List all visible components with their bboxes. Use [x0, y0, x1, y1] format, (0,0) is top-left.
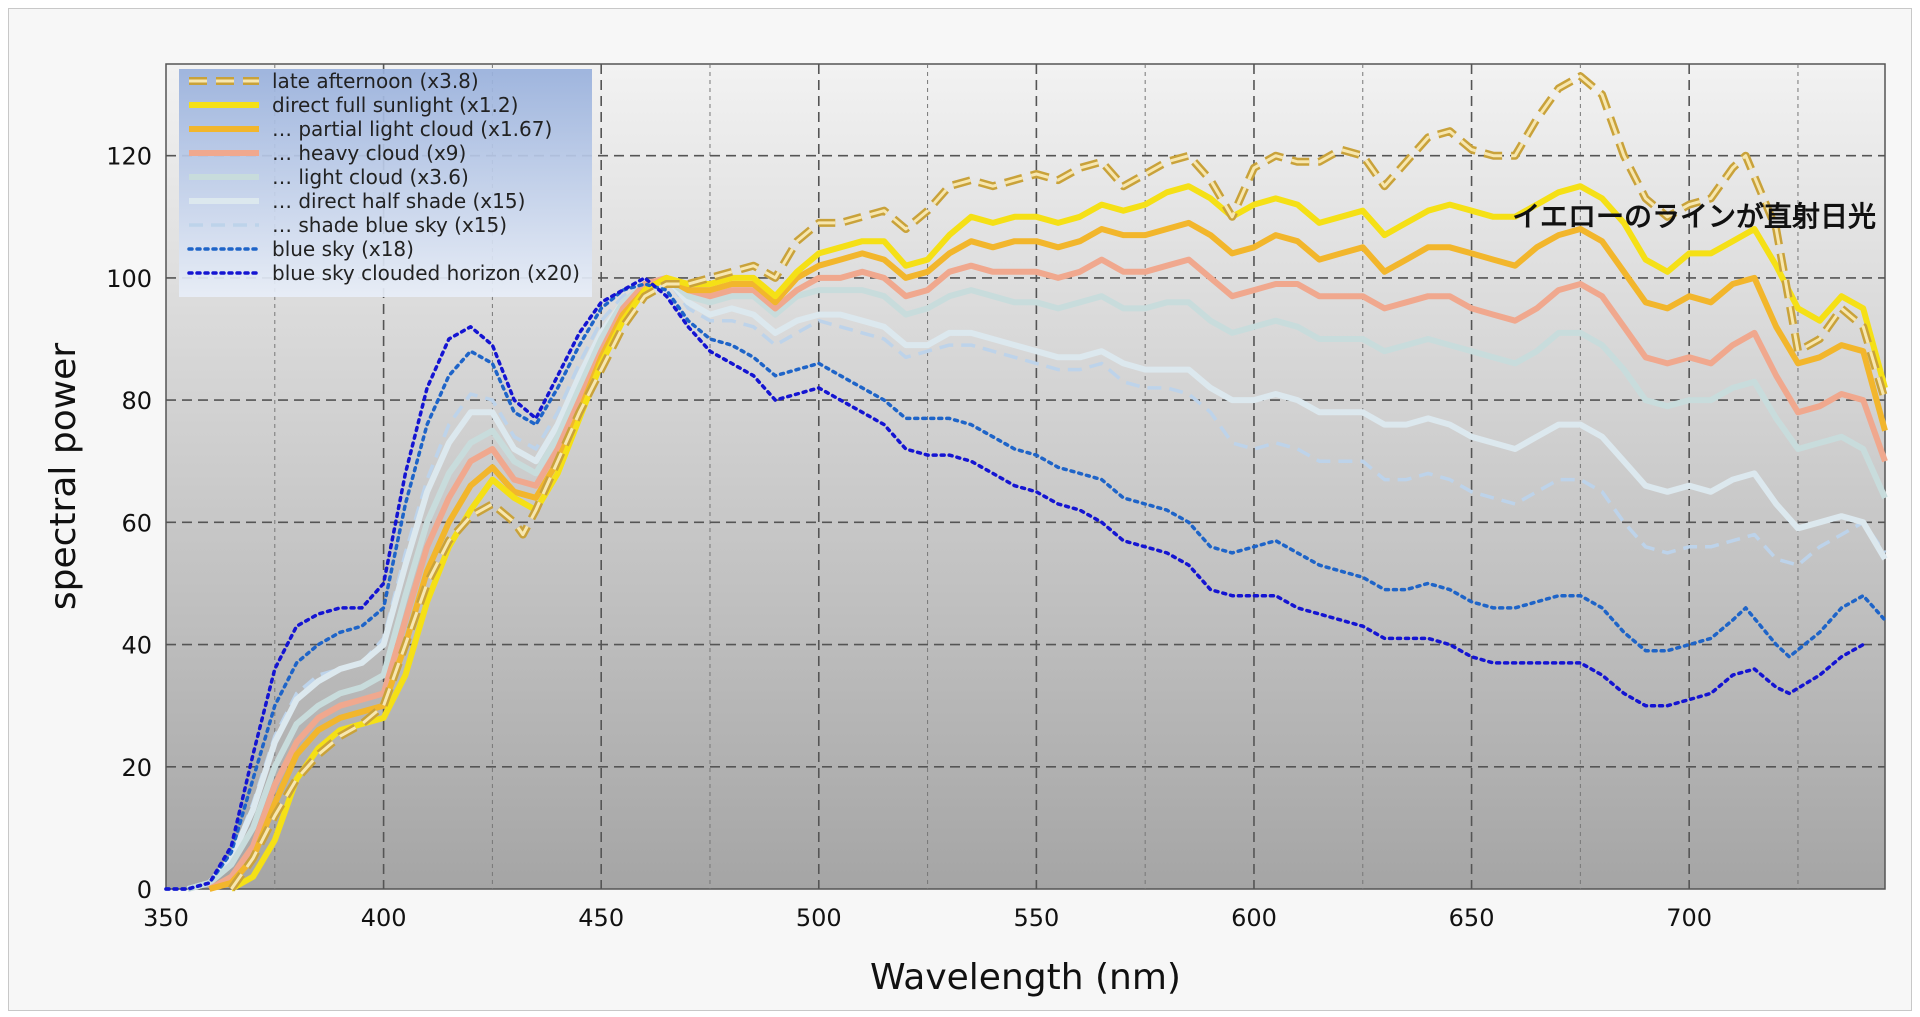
legend-label: direct full sunlight (x1.2) — [272, 93, 518, 117]
y-tick-label: 40 — [121, 632, 152, 660]
axis-ticks: 350 400 450 500 550 600 650 700 0 20 40 60 80 100 120 — [106, 143, 1712, 932]
y-tick-label: 0 — [137, 876, 152, 904]
y-tick-label: 20 — [121, 754, 152, 782]
y-tick-label: 80 — [121, 387, 152, 415]
legend-label: late afternoon (x3.8) — [272, 69, 479, 93]
series-line — [164, 276, 1865, 891]
chart-frame: 350 400 450 500 550 600 650 700 0 20 40 60 80 100 120 … — [8, 8, 1912, 1011]
series-line — [186, 274, 1888, 892]
x-axis-label: Wavelength (nm) — [870, 957, 1181, 998]
legend-label: … partial light cloud (x1.67) — [272, 117, 552, 141]
x-tick-label: 600 — [1231, 904, 1277, 932]
y-axis-label: spectral power — [43, 343, 84, 610]
y-tick-label: 100 — [106, 265, 152, 293]
y-tick-label: 120 — [106, 143, 152, 171]
series-line — [187, 276, 1887, 891]
series-line — [229, 183, 1888, 892]
series-layer — [164, 72, 1889, 892]
x-tick-label: 400 — [361, 904, 407, 932]
x-tick-label: 700 — [1666, 904, 1712, 932]
x-tick-label: 450 — [578, 904, 624, 932]
legend-label: … light cloud (x3.6) — [272, 165, 469, 189]
series-line — [186, 274, 1888, 892]
legend-label: blue sky clouded horizon (x20) — [272, 261, 580, 285]
legend-label: blue sky (x18) — [272, 237, 414, 261]
chart-annotation: イエローのラインが直射日光 — [1512, 200, 1876, 233]
x-tick-label: 500 — [796, 904, 842, 932]
legend-label: … direct half shade (x15) — [272, 189, 525, 213]
series-line — [208, 256, 1888, 892]
series-line — [230, 74, 1887, 890]
legend-label: … shade blue sky (x15) — [272, 213, 507, 237]
series-line — [208, 219, 1888, 892]
series-line — [164, 282, 1887, 891]
spectral-chart: 350 400 450 500 550 600 650 700020406080100120 … — [43, 63, 1889, 998]
x-tick-label: 550 — [1013, 904, 1059, 932]
legend-label: … heavy cloud (x9) — [272, 141, 466, 165]
legend: late afternoon (x3.8)direct full sunligh… — [179, 69, 592, 297]
x-tick-label: 350 — [143, 904, 189, 932]
y-tick-label: 60 — [121, 509, 152, 537]
x-tick-label: 650 — [1449, 904, 1495, 932]
